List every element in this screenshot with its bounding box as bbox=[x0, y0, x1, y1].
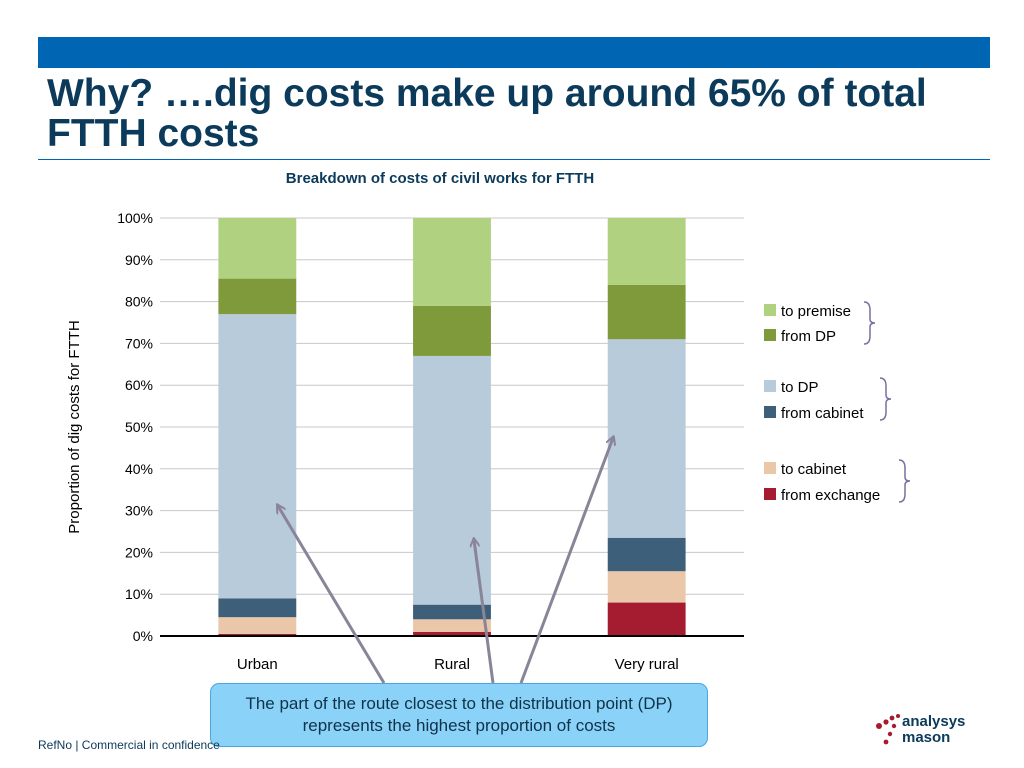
bar-segment bbox=[413, 218, 491, 306]
logo-line-1: analysys bbox=[902, 713, 966, 730]
y-tick-label: 40% bbox=[125, 461, 153, 477]
legend-swatch bbox=[764, 329, 776, 341]
x-tick-label: Urban bbox=[237, 656, 278, 673]
legend-label: from exchange bbox=[781, 487, 880, 504]
arrow-to-urban bbox=[278, 506, 386, 684]
y-tick-label: 50% bbox=[125, 419, 153, 435]
y-axis-label: Proportion of dig costs for FTTH bbox=[66, 320, 83, 533]
legend-swatch bbox=[764, 406, 776, 418]
y-tick-label: 20% bbox=[125, 544, 153, 560]
logo-dots-icon bbox=[876, 714, 900, 745]
legend-group-brace bbox=[879, 377, 892, 421]
logo-line-2: mason bbox=[902, 729, 951, 746]
legend-label: from cabinet bbox=[781, 405, 864, 422]
axes: 0% 10% 20% 30% 40% 50% 60% 70% 80% 90% 100% Proport… bbox=[66, 210, 744, 673]
legend-swatch bbox=[764, 488, 776, 500]
bar-segment bbox=[607, 537, 686, 572]
x-tick-label: Rural bbox=[434, 656, 470, 673]
bar-segment bbox=[413, 604, 491, 620]
y-tick-label: 30% bbox=[125, 503, 153, 519]
bar-segment bbox=[218, 598, 297, 618]
bar-segment bbox=[413, 305, 491, 356]
bar-segment bbox=[218, 633, 297, 636]
y-tick-label: 70% bbox=[125, 335, 153, 351]
y-tick-label: 0% bbox=[133, 628, 153, 644]
callout-box: The part of the route closest to the dis… bbox=[210, 683, 708, 747]
legend-group-brace bbox=[898, 459, 911, 503]
legend-label: to cabinet bbox=[781, 461, 847, 478]
footer-text: RefNo | Commercial in confidence bbox=[38, 738, 220, 752]
logo-text: analysys mason bbox=[902, 714, 965, 746]
legend-group-brace bbox=[863, 301, 876, 345]
legend-swatch bbox=[764, 304, 776, 316]
title-divider bbox=[38, 159, 990, 160]
brand-bar bbox=[38, 37, 990, 68]
bars bbox=[218, 218, 686, 636]
bar-segment bbox=[218, 314, 297, 599]
legend-label: from DP bbox=[781, 328, 836, 345]
slide-title: Why? ….dig costs make up around 65% of t… bbox=[47, 72, 927, 155]
bar-segment bbox=[413, 619, 491, 632]
y-tick-label: 80% bbox=[125, 294, 153, 310]
legend-swatch bbox=[764, 462, 776, 474]
bar-segment bbox=[413, 355, 491, 605]
x-tick-label: Very rural bbox=[615, 656, 679, 673]
bar-segment bbox=[413, 631, 491, 636]
analysys-mason-logo: analysys mason bbox=[874, 712, 994, 758]
y-tick-label: 90% bbox=[125, 252, 153, 268]
legend: to premise from DP to DP from cabinet to cab… bbox=[764, 301, 911, 504]
bar-segment bbox=[607, 284, 686, 340]
arrow-to-rural bbox=[474, 540, 495, 684]
chart-title: Breakdown of costs of civil works for FT… bbox=[285, 170, 595, 187]
bar-segment bbox=[607, 218, 686, 285]
legend-label: to DP bbox=[781, 379, 819, 396]
y-tick-label: 100% bbox=[117, 210, 153, 226]
bar-segment bbox=[607, 571, 686, 603]
bar-segment bbox=[218, 617, 297, 634]
bar-segment bbox=[607, 602, 686, 636]
y-tick-label: 10% bbox=[125, 586, 153, 602]
legend-swatch bbox=[764, 380, 776, 392]
callout-arrows bbox=[278, 438, 613, 684]
bar-segment bbox=[218, 278, 297, 315]
legend-label: to premise bbox=[781, 303, 851, 320]
arrow-to-very-rural bbox=[519, 438, 613, 684]
bar-segment bbox=[218, 218, 297, 279]
bar-segment bbox=[607, 339, 686, 538]
y-tick-label: 60% bbox=[125, 377, 153, 393]
